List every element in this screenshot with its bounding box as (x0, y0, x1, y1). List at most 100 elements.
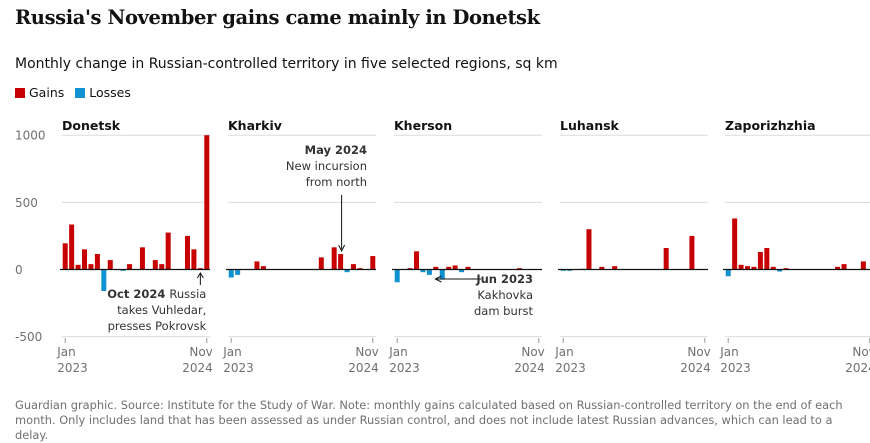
bar-donetsk-20 (191, 249, 197, 270)
bar-kherson-3 (414, 251, 420, 270)
y-tick-label: 0 (15, 263, 23, 277)
bar-kharkiv-19 (350, 264, 356, 270)
x-tick-label-month: Nov (852, 345, 870, 359)
annotation-arrowhead (338, 244, 346, 253)
bar-kherson-19 (516, 268, 522, 270)
bar-kharkiv-17 (338, 254, 344, 270)
bar-donetsk-1 (69, 224, 75, 270)
bar-kharkiv-16 (331, 247, 337, 270)
losses-swatch (75, 87, 86, 98)
annotation-label-kherson: Jun 2023 (475, 272, 533, 286)
bar-donetsk-15 (159, 264, 165, 270)
bar-donetsk-3 (82, 249, 88, 270)
bar-kharkiv-4 (254, 261, 260, 270)
bar-kharkiv-0 (228, 269, 234, 278)
x-tick-label-year: 2023 (555, 361, 586, 375)
bar-kherson-9 (452, 265, 458, 270)
x-tick-label-year: 2024 (348, 361, 379, 375)
source-note: Guardian graphic. Source: Institute for … (15, 398, 843, 442)
bar-donetsk-22 (204, 135, 210, 270)
x-tick-label-year: 2024 (182, 361, 213, 375)
bar-kherson-2 (407, 268, 413, 270)
bar-kharkiv-5 (260, 266, 266, 270)
bar-kharkiv-20 (357, 268, 363, 270)
bar-zaporizhzhia-18 (841, 264, 847, 270)
x-tick-label-month: Jan (719, 345, 739, 359)
bar-zaporizhzhia-9 (783, 268, 789, 270)
x-tick-label-year: 2024 (514, 361, 545, 375)
annotation-label-donetsk: Oct 2024 Russia (107, 287, 206, 301)
bar-kharkiv-18 (344, 269, 350, 273)
bar-luhansk-6 (599, 266, 605, 270)
bar-kherson-6 (433, 266, 439, 270)
bar-donetsk-19 (184, 235, 190, 270)
bar-kharkiv-22 (370, 256, 376, 270)
headline: Russia's November gains came mainly in D… (15, 6, 540, 29)
bar-zaporizhzhia-5 (757, 252, 763, 270)
x-tick-label-year: 2024 (845, 361, 870, 375)
bar-donetsk-0 (62, 243, 68, 270)
annotation-arrowhead (434, 275, 442, 283)
bar-kherson-4 (420, 269, 426, 273)
x-tick-label-year: 2023 (720, 361, 751, 375)
legend-losses: Losses (75, 85, 131, 100)
bar-luhansk-0 (560, 269, 566, 271)
bar-zaporizhzhia-6 (764, 248, 770, 270)
y-tick-label: 500 (15, 196, 38, 210)
x-tick-label-month: Nov (521, 345, 544, 359)
x-tick-label-month: Nov (687, 345, 710, 359)
legend: Gains Losses (15, 85, 142, 100)
bar-donetsk-6 (101, 269, 107, 291)
bar-donetsk-2 (75, 264, 81, 270)
bar-kherson-0 (394, 269, 400, 283)
bar-donetsk-16 (165, 232, 171, 270)
x-tick-label-year: 2023 (223, 361, 254, 375)
bar-zaporizhzhia-4 (751, 266, 757, 270)
annotation-line: dam burst (474, 304, 534, 318)
bar-zaporizhzhia-21 (860, 261, 866, 270)
bar-luhansk-16 (663, 248, 669, 270)
bar-zaporizhzhia-2 (738, 264, 744, 270)
legend-gains-label: Gains (29, 85, 65, 100)
bar-luhansk-1 (567, 269, 573, 271)
legend-gains: Gains (15, 85, 64, 100)
x-tick-label-month: Jan (222, 345, 242, 359)
bar-kherson-5 (426, 269, 432, 275)
bar-donetsk-7 (107, 260, 113, 270)
bar-zaporizhzhia-3 (745, 266, 751, 270)
x-tick-label-month: Jan (554, 345, 574, 359)
bar-donetsk-14 (152, 260, 158, 270)
y-tick-label: -500 (15, 330, 42, 344)
panel-title-kherson: Kherson (394, 118, 452, 133)
bar-kherson-10 (459, 269, 465, 273)
bar-zaporizhzhia-8 (777, 269, 783, 272)
bar-donetsk-12 (139, 247, 145, 270)
annotation-line: takes Vuhledar, (117, 303, 206, 317)
x-tick-label-month: Jan (388, 345, 408, 359)
bar-donetsk-9 (120, 269, 126, 271)
bar-donetsk-4 (88, 264, 94, 270)
x-tick-label-month: Nov (355, 345, 378, 359)
subtitle: Monthly change in Russian-controlled ter… (15, 56, 558, 72)
x-tick-label-month: Nov (189, 345, 212, 359)
bar-zaporizhzhia-0 (725, 269, 731, 277)
gains-swatch (15, 87, 25, 98)
annotation-line: Kakhovka (477, 288, 533, 302)
bar-luhansk-8 (612, 266, 618, 270)
x-tick-label-year: 2023 (389, 361, 420, 375)
bar-zaporizhzhia-1 (732, 218, 738, 270)
bar-luhansk-20 (689, 235, 695, 270)
annotation-line: New incursion (286, 159, 367, 173)
bar-donetsk-5 (94, 254, 100, 270)
bar-kherson-7 (439, 269, 445, 280)
bar-luhansk-4 (586, 229, 592, 270)
annotation-label-kharkiv: May 2024 (305, 143, 367, 157)
bar-donetsk-10 (127, 264, 133, 270)
bar-donetsk-21 (197, 268, 203, 270)
panel-title-luhansk: Luhansk (560, 118, 620, 133)
x-tick-label-year: 2023 (57, 361, 88, 375)
legend-losses-label: Losses (89, 85, 131, 100)
panel-title-donetsk: Donetsk (62, 118, 121, 133)
bar-kharkiv-1 (235, 269, 241, 275)
bar-kherson-8 (446, 266, 452, 270)
